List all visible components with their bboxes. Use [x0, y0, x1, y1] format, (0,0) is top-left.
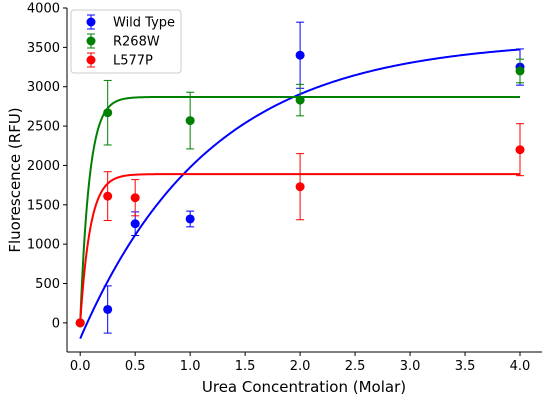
legend-marker-r268w [86, 36, 96, 46]
data-points [75, 21, 525, 334]
legend-label-r268w: R268W [113, 35, 160, 50]
data-point-r268w [515, 66, 525, 76]
x-tick-label: 0.5 [125, 359, 146, 374]
legend-label-l577p: L577P [113, 54, 153, 69]
y-tick-label: 0 [52, 316, 60, 331]
y-tick-label: 1500 [27, 198, 60, 213]
x-tick-label: 0.0 [70, 359, 91, 374]
data-point-r268w [295, 95, 305, 105]
data-point-l577p [295, 182, 305, 192]
legend-marker-l577p [86, 55, 96, 65]
x-tick-label: 2.0 [290, 359, 311, 374]
x-tick-label: 2.5 [345, 359, 366, 374]
data-point-wild-type [295, 50, 305, 60]
y-tick-label: 4000 [27, 2, 60, 17]
legend-label-wild-type: Wild Type [113, 16, 175, 31]
y-tick-label: 1000 [27, 238, 60, 253]
data-point-r268w [185, 116, 195, 126]
x-tick-label: 3.5 [455, 359, 476, 374]
data-point-l577p [130, 193, 140, 203]
data-point-wild-type [103, 304, 113, 314]
x-axis-label: Urea Concentration (Molar) [202, 378, 406, 396]
y-tick-label: 3000 [27, 80, 60, 95]
data-point-wild-type [130, 219, 140, 229]
x-tick-label: 1.5 [235, 359, 256, 374]
data-point-l577p [75, 318, 85, 328]
y-tick-label: 3500 [27, 41, 60, 56]
x-tick-label: 1.0 [180, 359, 201, 374]
legend-box [70, 9, 182, 74]
y-axis-label: Fluorescence (RFU) [6, 107, 24, 252]
data-point-l577p [103, 191, 113, 201]
legend: Wild Type R268W L577P [70, 9, 182, 74]
x-tick-label: 4.0 [510, 359, 531, 374]
x-axis-ticks: 0.0 0.5 1.0 1.5 2.0 2.5 3.0 3.5 4.0 [70, 352, 531, 374]
y-tick-label: 500 [35, 277, 60, 292]
plot-area: 0.0 0.5 1.0 1.5 2.0 2.5 3.0 3.5 4.0 0 500 1000 1500… [27, 2, 542, 374]
y-tick-label: 2500 [27, 120, 60, 135]
x-tick-label: 3.0 [400, 359, 421, 374]
data-point-l577p [515, 145, 525, 155]
y-axis-ticks: 0 500 1000 1500 2000 2500 3000 3500 4000 [27, 2, 67, 331]
legend-marker-wild-type [86, 17, 96, 27]
data-point-wild-type [185, 214, 195, 224]
data-point-r268w [103, 108, 113, 118]
y-tick-label: 2000 [27, 159, 60, 174]
